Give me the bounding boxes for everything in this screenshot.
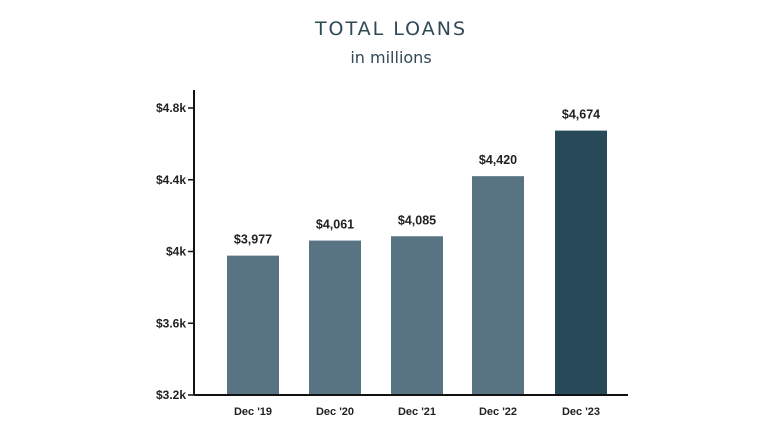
x-tick-label-3: Dec '22 <box>479 406 517 418</box>
bar-2 <box>391 236 443 395</box>
y-tick-label-0: $3.2k <box>156 388 186 402</box>
x-tick-label-2: Dec '21 <box>398 406 436 418</box>
y-tick-label-4: $4.8k <box>156 101 186 115</box>
y-tick-label-1: $3.6k <box>156 316 186 330</box>
data-label-1: $4,061 <box>316 218 354 232</box>
x-tick-label-1: Dec '20 <box>316 406 354 418</box>
data-label-2: $4,085 <box>398 213 436 227</box>
bar-0 <box>227 255 279 395</box>
data-label-4: $4,674 <box>562 108 600 122</box>
data-label-0: $3,977 <box>234 233 272 247</box>
bar-4 <box>555 130 607 395</box>
bar-1 <box>309 240 361 395</box>
chart-title: TOTAL LOANS <box>314 18 468 40</box>
bar-3 <box>472 176 524 395</box>
y-tick-label-2: $4k <box>166 245 186 259</box>
chart-subtitle: in millions <box>350 48 432 67</box>
x-tick-label-0: Dec '19 <box>234 406 272 418</box>
x-tick-label-4: Dec '23 <box>562 406 600 418</box>
y-tick-label-3: $4.4k <box>156 173 186 187</box>
data-label-3: $4,420 <box>479 153 517 167</box>
